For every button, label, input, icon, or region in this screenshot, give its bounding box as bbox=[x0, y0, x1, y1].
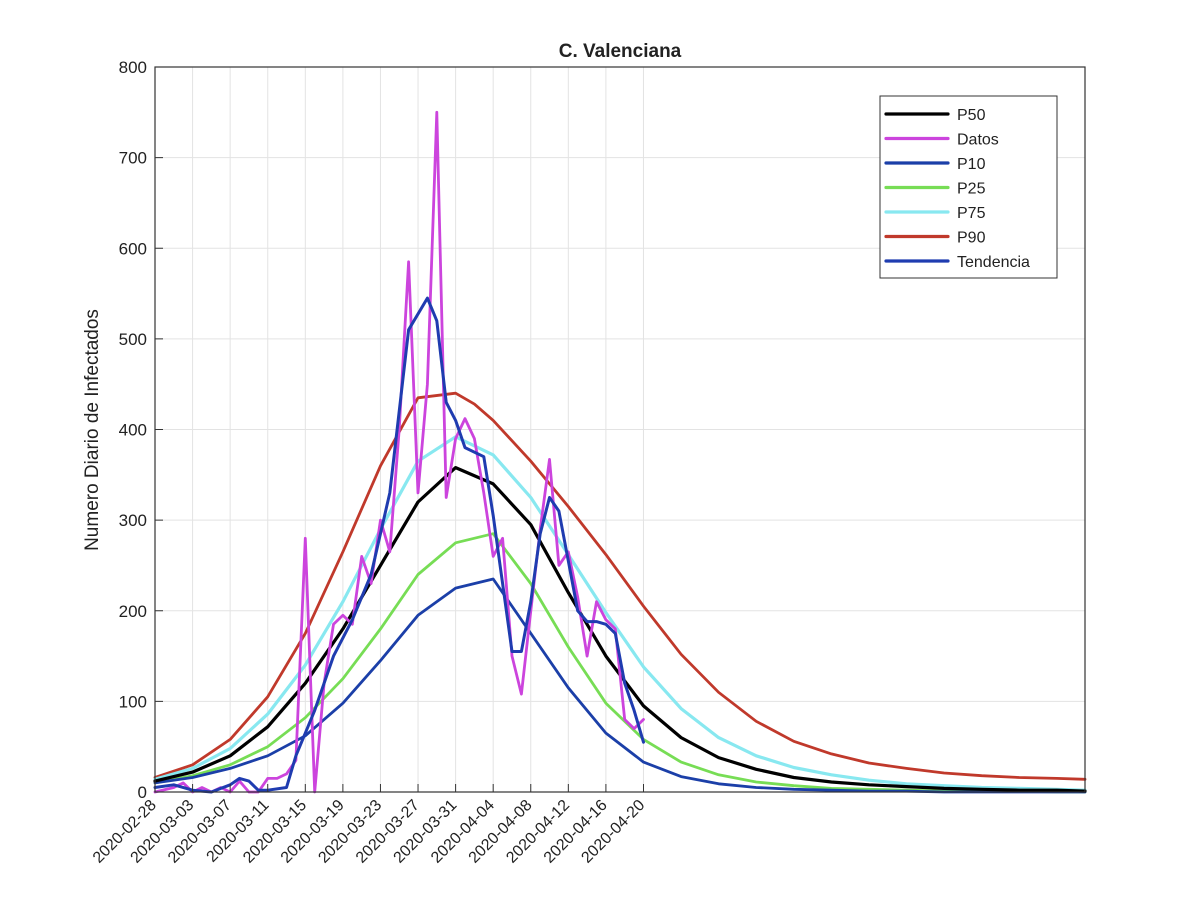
y-tick-label: 200 bbox=[119, 602, 147, 621]
y-tick-label: 700 bbox=[119, 149, 147, 168]
legend-label: P50 bbox=[957, 107, 986, 124]
y-tick-label: 500 bbox=[119, 330, 147, 349]
grid-lines bbox=[155, 67, 1085, 792]
legend-label: Tendencia bbox=[957, 254, 1030, 271]
legend-label: P90 bbox=[957, 230, 986, 247]
y-tick-label: 600 bbox=[119, 239, 147, 258]
x-axis-ticks: 2020-02-282020-03-032020-03-072020-03-11… bbox=[90, 784, 648, 867]
y-axis-ticks: 0 100 200 300 400 500 600 700 800 bbox=[119, 58, 163, 802]
y-tick-label: 800 bbox=[119, 58, 147, 77]
series-group bbox=[153, 110, 1087, 794]
y-tick-label: 100 bbox=[119, 692, 147, 711]
series-line-p90 bbox=[153, 391, 1087, 781]
legend-label: Datos bbox=[957, 132, 999, 149]
legend: P50 Datos P10 P25 P75 P90 Tendencia bbox=[879, 95, 1058, 279]
y-axis-label: Numero Diario de Infectados bbox=[82, 309, 103, 551]
series-line-datos bbox=[153, 110, 645, 794]
series-line-tendencia bbox=[153, 296, 645, 794]
series-line-p75 bbox=[153, 435, 1087, 792]
legend-label: P25 bbox=[957, 181, 986, 198]
y-tick-label: 300 bbox=[119, 511, 147, 530]
legend-label: P75 bbox=[957, 205, 986, 222]
legend-label: P10 bbox=[957, 156, 986, 173]
y-tick-label: 0 bbox=[138, 783, 147, 802]
chart-title: C. Valenciana bbox=[559, 41, 682, 62]
y-tick-label: 400 bbox=[119, 421, 147, 440]
